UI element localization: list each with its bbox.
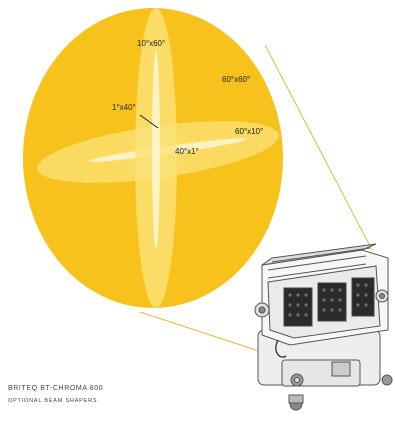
label-horizontal-wide: 60°x10° [235,127,263,136]
label-horizontal-narrow: 40°x1° [175,147,199,156]
label-vertical-wide: 10°x60° [137,39,165,48]
diagram-caption-subtitle: OPTIONAL BEAM SHAPERS [8,398,98,404]
label-pointer-line [139,114,159,129]
diagram-caption-title: BRITEQ BT-CHROMA 800 [8,385,104,392]
led-wash-fixture-icon [254,243,393,411]
label-vertical-narrow: 1°x40° [112,103,136,112]
beam-vertical-1x40 [152,50,160,250]
cone-edge-top [264,44,373,251]
label-full-round: 60°x60° [222,75,250,84]
cone-edge-bottom [139,311,263,353]
